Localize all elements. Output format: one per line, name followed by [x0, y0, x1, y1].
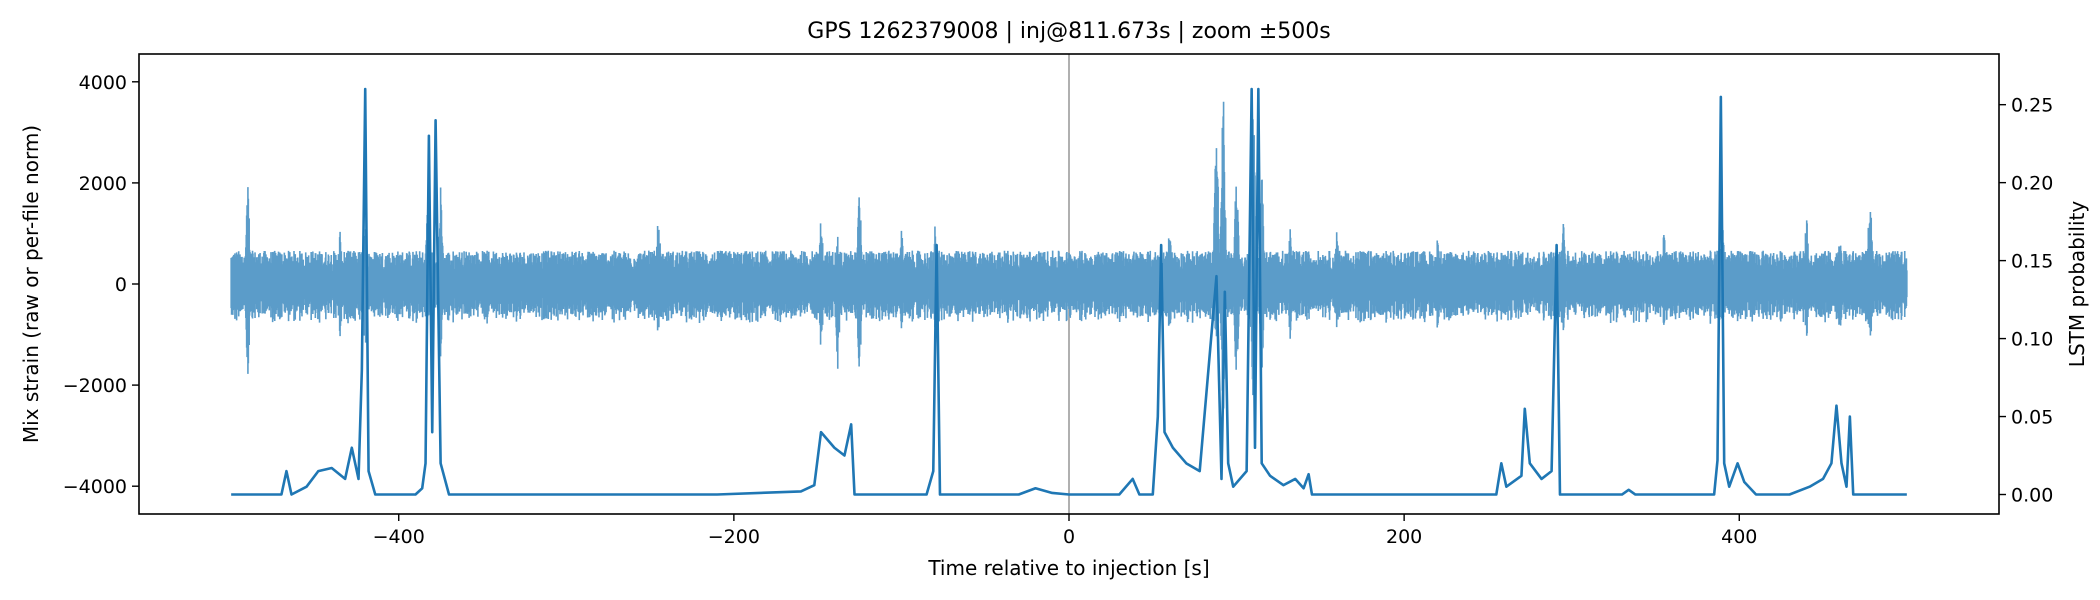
left-y-axis: −4000 −2000 0 2000 4000: [63, 72, 139, 498]
x-axis-label: Time relative to injection [s]: [927, 556, 1209, 580]
chart-title: GPS 1262379008 | inj@811.673s | zoom ±50…: [807, 19, 1330, 44]
right-y-tick-label: 0.00: [2011, 485, 2053, 507]
right-y-tick-label: 0.25: [2011, 95, 2053, 117]
x-tick-label: −400: [373, 526, 425, 548]
left-y-axis-label: Mix strain (raw or per-file norm): [19, 125, 43, 443]
right-y-axis-label: LSTM probability: [2065, 201, 2089, 368]
probability-series: [231, 87, 1907, 496]
x-tick-label: 200: [1386, 526, 1422, 548]
right-y-tick-label: 0.10: [2011, 329, 2053, 351]
x-tick-label: 0: [1063, 526, 1075, 548]
left-y-tick-label: 4000: [79, 72, 127, 94]
x-axis: −400 −200 0 200 400: [373, 514, 1757, 548]
left-y-tick-label: −4000: [63, 476, 127, 498]
x-tick-label: −200: [708, 526, 760, 548]
right-y-axis: 0.00 0.05 0.10 0.15 0.20 0.25: [1999, 95, 2053, 507]
right-y-tick-label: 0.05: [2011, 407, 2053, 429]
left-y-tick-label: 0: [115, 274, 127, 296]
left-y-tick-label: −2000: [63, 375, 127, 397]
right-y-tick-label: 0.15: [2011, 251, 2053, 273]
right-y-tick-label: 0.20: [2011, 173, 2053, 195]
x-tick-label: 400: [1721, 526, 1757, 548]
left-y-tick-label: 2000: [79, 173, 127, 195]
